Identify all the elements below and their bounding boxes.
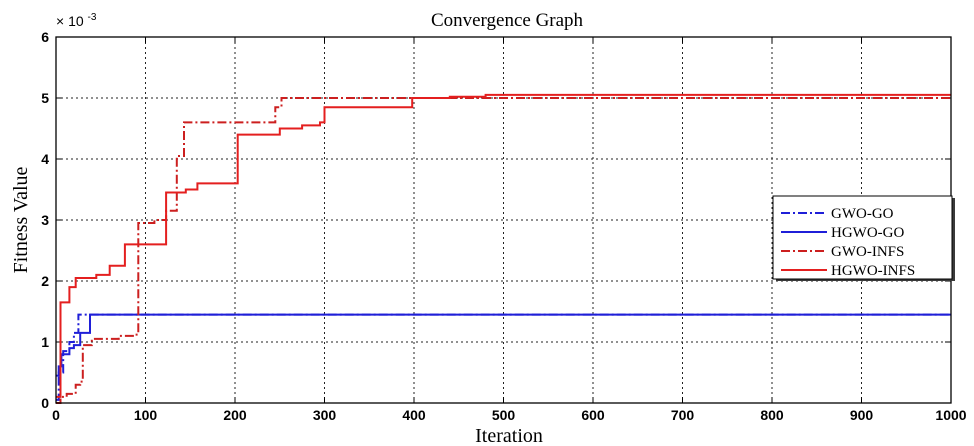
x-tick-label: 0 [52,407,60,423]
y-multiplier-base: × 10 [56,13,84,29]
x-tick-label: 400 [402,407,426,423]
x-tick-label: 200 [223,407,247,423]
chart-title: Convergence Graph [431,10,584,31]
legend-box [772,195,953,280]
series-line-gwo-go [56,313,951,401]
y-tick-label: 2 [41,273,49,289]
y-tick-label: 6 [41,29,49,45]
legend-label: HGWO-GO [831,225,904,241]
y-tick-label: 4 [41,151,49,167]
y-tick-label: 0 [41,395,49,411]
x-tick-label: 300 [313,407,337,423]
series-line-gwo-infs [56,97,951,404]
x-tick-label: 1000 [935,407,966,423]
series-lines [56,93,951,404]
x-axis-label: Iteration [475,425,543,446]
y-tick-label: 3 [41,212,49,228]
y-axis-label: Fitness Value [10,166,32,273]
x-tick-label: 900 [850,407,874,423]
x-tick-label: 800 [760,407,784,423]
legend-label: HGWO-INFS [831,263,915,279]
x-tick-label: 500 [492,407,516,423]
y-tick-label: 1 [41,334,49,350]
legend: GWO-GO HGWO-GO GWO-INFS HGWO-INFS [772,195,955,281]
x-tick-label: 700 [671,407,695,423]
x-tick-label: 100 [134,407,158,423]
svg-text:× 10 -3: × 10 -3 [56,12,97,29]
legend-label: GWO-GO [831,206,894,222]
y-multiplier: × 10 -3 [56,12,97,29]
x-tick-label: 600 [581,407,605,423]
y-multiplier-exponent: -3 [88,12,97,23]
legend-label: GWO-INFS [831,244,904,260]
series-line-hgwo-infs [56,93,951,398]
y-tick-label: 5 [41,90,49,106]
x-tick-labels: 0 100 200 300 400 500 600 700 800 900 1000 [52,37,967,423]
